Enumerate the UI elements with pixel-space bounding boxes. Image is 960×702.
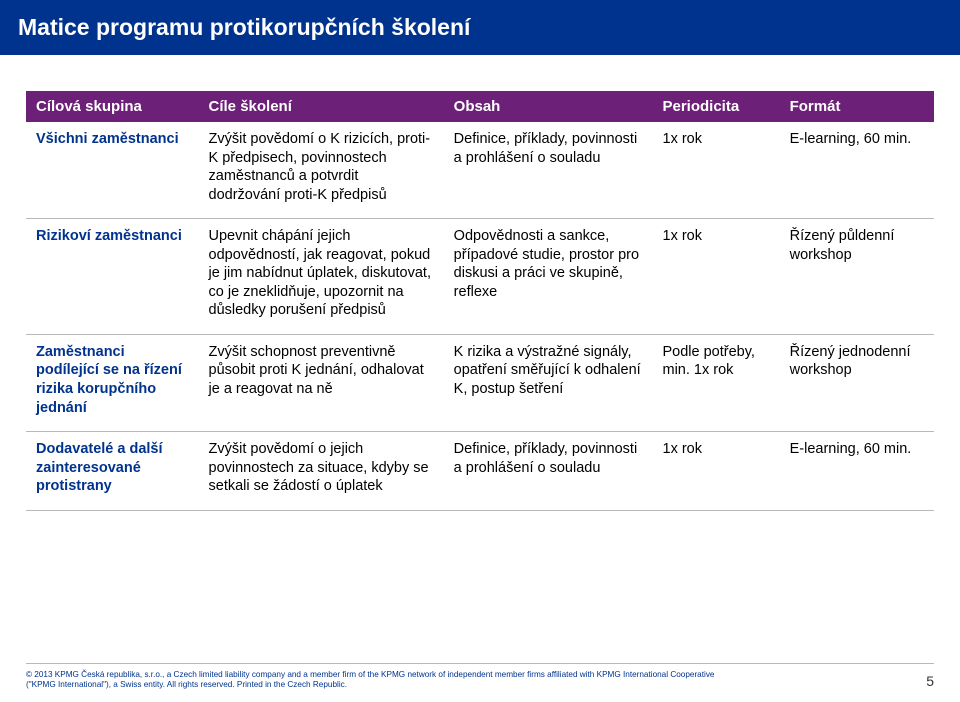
page-title: Matice programu protikorupčních školení — [0, 0, 960, 55]
table-row: Všichni zaměstnanci Zvýšit povědomí o K … — [26, 122, 934, 219]
cell-group: Dodavatelé a další zainteresované protis… — [26, 432, 199, 511]
cell-goal: Zvýšit povědomí o K rizicích, proti-K př… — [199, 122, 444, 219]
col-header-group: Cílová skupina — [26, 91, 199, 122]
cell-group: Všichni zaměstnanci — [26, 122, 199, 219]
cell-format: E-learning, 60 min. — [780, 432, 934, 511]
cell-group: Rizikoví zaměstnanci — [26, 219, 199, 335]
cell-period: Podle potřeby, min. 1x rok — [653, 334, 780, 431]
cell-group: Zaměstnanci podílející se na řízení rizi… — [26, 334, 199, 431]
footer-copyright: © 2013 KPMG Česká republika, s.r.o., a C… — [26, 670, 726, 691]
cell-period: 1x rok — [653, 122, 780, 219]
cell-format: Řízený půldenní workshop — [780, 219, 934, 335]
cell-content: Definice, příklady, povinnosti a prohláš… — [444, 432, 653, 511]
col-header-format: Formát — [780, 91, 934, 122]
table-row: Rizikoví zaměstnanci Upevnit chápání jej… — [26, 219, 934, 335]
page-number: 5 — [926, 673, 934, 691]
cell-goal: Upevnit chápání jejich odpovědností, jak… — [199, 219, 444, 335]
cell-content: Definice, příklady, povinnosti a prohláš… — [444, 122, 653, 219]
cell-period: 1x rok — [653, 432, 780, 511]
col-header-content: Obsah — [444, 91, 653, 122]
cell-content: K rizika a výstražné signály, opatření s… — [444, 334, 653, 431]
content-area: Cílová skupina Cíle školení Obsah Period… — [0, 55, 960, 511]
col-header-period: Periodicita — [653, 91, 780, 122]
footer: © 2013 KPMG Česká republika, s.r.o., a C… — [26, 663, 934, 691]
cell-format: E-learning, 60 min. — [780, 122, 934, 219]
cell-content: Odpovědnosti a sankce, případové studie,… — [444, 219, 653, 335]
col-header-goal: Cíle školení — [199, 91, 444, 122]
table-row: Zaměstnanci podílející se na řízení rizi… — [26, 334, 934, 431]
cell-goal: Zvýšit schopnost preventivně působit pro… — [199, 334, 444, 431]
training-matrix-table: Cílová skupina Cíle školení Obsah Period… — [26, 91, 934, 511]
table-row: Dodavatelé a další zainteresované protis… — [26, 432, 934, 511]
table-header-row: Cílová skupina Cíle školení Obsah Period… — [26, 91, 934, 122]
cell-period: 1x rok — [653, 219, 780, 335]
cell-goal: Zvýšit povědomí o jejich povinnostech za… — [199, 432, 444, 511]
cell-format: Řízený jednodenní workshop — [780, 334, 934, 431]
